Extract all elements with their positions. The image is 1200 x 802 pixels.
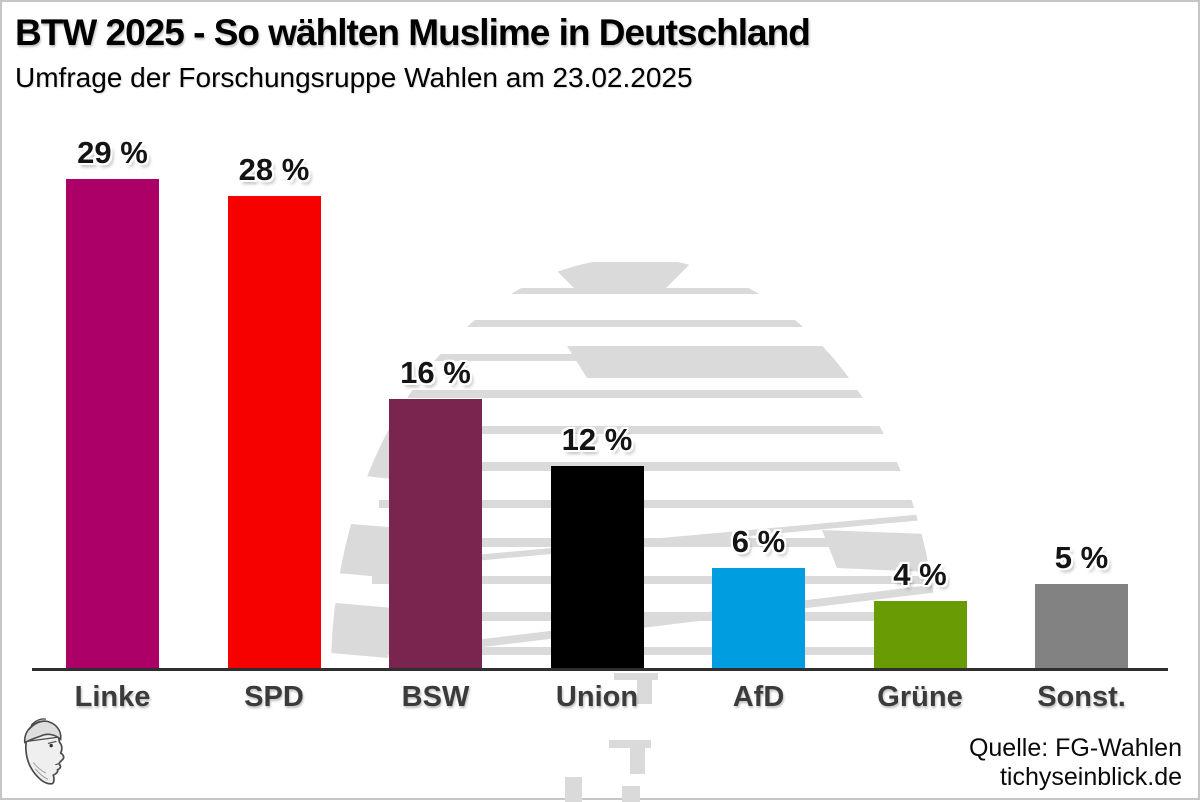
source-line-2: tichyseinblick.de (999, 763, 1182, 791)
bar-value-label-linke: 29 % (77, 135, 148, 170)
bar-value-label-sonst: 5 % (1054, 540, 1109, 575)
bar-afd (712, 568, 805, 669)
axis-label-grne: Grüne (877, 681, 963, 713)
bar-union (550, 466, 644, 669)
bar-value-label-union: 12 % (561, 422, 633, 457)
bar-linke (66, 179, 159, 669)
page-subtitle: Umfrage der Forschungsruppe Wahlen am 23… (15, 62, 693, 93)
bar-bsw (389, 399, 482, 669)
axis-label-union: Union (555, 681, 639, 713)
source-credit: Quelle: FG-Wahlen tichyseinblick.de (969, 734, 1182, 792)
bar-value-label-afd: 6 % (731, 524, 786, 559)
bar-value-label-spd: 28 % (238, 152, 310, 187)
source-line-1: Quelle: FG-Wahlen (968, 734, 1182, 762)
page-title: BTW 2025 - So wählten Muslime in Deutsch… (15, 12, 811, 53)
bar-grne (873, 601, 967, 669)
bar-value-label-bsw: 16 % (400, 355, 471, 390)
x-axis-line (32, 668, 1168, 671)
tichys-einblick-logo (23, 718, 65, 785)
axis-label-sonst: Sonst. (1037, 681, 1126, 713)
axis-label-bsw: BSW (401, 681, 470, 713)
bar-value-label-grne: 4 % (893, 557, 947, 592)
axis-label-spd: SPD (244, 681, 304, 713)
hermes-head-icon (23, 718, 65, 785)
bar-sonst (1035, 584, 1128, 669)
axis-label-linke: Linke (74, 681, 151, 713)
axis-label-afd: AfD (732, 681, 785, 713)
bar-spd (227, 196, 321, 669)
